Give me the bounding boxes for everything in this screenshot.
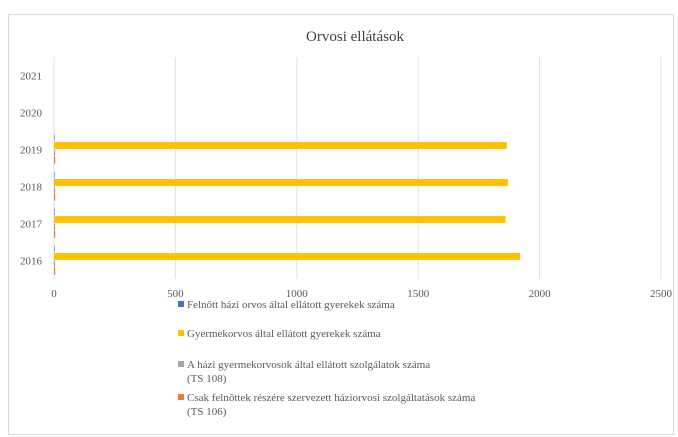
x-tick-label: 1500 — [407, 288, 430, 300]
bar — [54, 134, 55, 142]
x-tick-label: 500 — [167, 288, 184, 300]
legend-item: Csak felnőttek részére szervezett házior… — [178, 392, 475, 418]
chart-title: Orvosi ellátások — [306, 29, 404, 45]
chart-frame: Orvosi ellátások 2016 2017 2018 2019 2020 202… — [8, 14, 674, 435]
category-label: 2016 — [20, 256, 43, 268]
bar — [54, 193, 56, 201]
category-labels: 2016 2017 2018 2019 2020 2021 — [20, 71, 43, 268]
legend-label: Csak felnőttek részére szervezett házior… — [187, 392, 475, 404]
legend-item: A házi gyermekorvosok által ellátott szo… — [178, 359, 430, 385]
x-tick-label: 0 — [51, 288, 57, 300]
legend-swatch — [178, 394, 184, 400]
category-label: 2017 — [20, 219, 43, 231]
bar — [54, 245, 55, 253]
bar — [54, 171, 55, 179]
legend-label: Gyermekorvos által ellátott gyerekek szá… — [187, 328, 381, 340]
category-label: 2019 — [20, 145, 43, 157]
bar — [54, 149, 56, 157]
bar — [54, 179, 509, 186]
x-axis-tick-labels: 0 500 1000 1500 2000 2500 — [51, 288, 672, 300]
x-tick-label: 2500 — [650, 288, 673, 300]
bar-chart: Orvosi ellátások 2016 2017 2018 2019 2020 202… — [20, 29, 673, 418]
bar — [54, 142, 507, 149]
bar — [54, 230, 56, 238]
legend-item: Gyermekorvos által ellátott gyerekek szá… — [178, 328, 381, 340]
bars — [54, 134, 521, 275]
bar — [54, 208, 55, 216]
legend-label: A házi gyermekorvosok által ellátott szo… — [187, 359, 430, 371]
bar — [54, 267, 56, 275]
category-label: 2020 — [20, 108, 43, 120]
category-label: 2021 — [20, 71, 42, 83]
legend-swatch — [178, 361, 184, 367]
legend-item: Felnőtt házi orvos által ellátott gyerek… — [178, 299, 395, 311]
x-tick-label: 1000 — [286, 288, 309, 300]
legend-label: Felnőtt házi orvos által ellátott gyerek… — [187, 299, 395, 311]
bar — [54, 223, 56, 231]
bar — [54, 260, 56, 268]
x-tick-label: 2000 — [529, 288, 552, 300]
legend-label: (TS 106) — [187, 406, 227, 418]
gridlines — [53, 57, 662, 279]
legend: Felnőtt házi orvos által ellátott gyerek… — [178, 299, 475, 418]
bar — [54, 253, 521, 260]
bar — [54, 186, 56, 194]
legend-label: (TS 108) — [187, 373, 227, 385]
category-label: 2018 — [20, 182, 43, 194]
bar — [54, 156, 56, 164]
bar — [54, 216, 506, 223]
legend-swatch — [178, 330, 184, 336]
legend-swatch — [178, 301, 184, 307]
